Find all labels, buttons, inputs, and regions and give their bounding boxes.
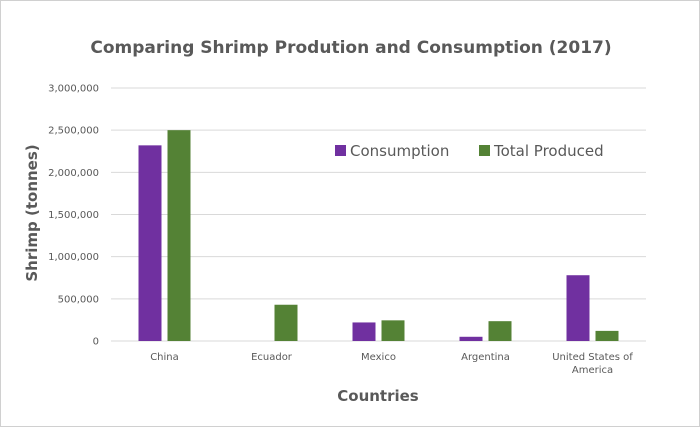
y-tick-label: 3,000,000 bbox=[48, 84, 99, 95]
chart-title: Comparing Shrimp Prodution and Consumpti… bbox=[90, 38, 611, 58]
legend-label: Consumption bbox=[350, 142, 449, 160]
x-tick-label: China bbox=[150, 352, 179, 363]
y-tick-label: 2,000,000 bbox=[48, 168, 99, 179]
gridlines bbox=[111, 87, 646, 342]
y-axis-ticks: 0 500,000 1,000,000 1,500,000 2,000,000 2,500… bbox=[48, 84, 99, 348]
x-tick-label: Mexico bbox=[361, 352, 396, 363]
x-tick-label: America bbox=[572, 365, 613, 376]
x-axis-ticks: China Ecuador Mexico Argentina United States… bbox=[150, 352, 633, 376]
y-tick-label: 1,000,000 bbox=[48, 252, 99, 263]
x-tick-label: Argentina bbox=[461, 352, 510, 363]
bar-total-produced bbox=[274, 304, 298, 341]
x-tick-label: United States of bbox=[552, 352, 633, 363]
y-tick-label: 500,000 bbox=[58, 294, 99, 305]
bars bbox=[138, 130, 619, 341]
y-tick-label: 2,500,000 bbox=[48, 126, 99, 137]
y-tick-label: 0 bbox=[93, 337, 99, 348]
x-tick-label: Ecuador bbox=[251, 352, 293, 363]
bar-total-produced bbox=[381, 320, 405, 341]
legend-swatch-total-produced bbox=[479, 145, 490, 156]
bar-consumption bbox=[566, 275, 590, 341]
bar-total-produced bbox=[167, 130, 191, 341]
legend-swatch-consumption bbox=[335, 145, 346, 156]
y-tick-label: 1,500,000 bbox=[48, 210, 99, 221]
bar-total-produced bbox=[595, 330, 619, 341]
bar-total-produced bbox=[488, 321, 512, 341]
bar-consumption bbox=[352, 322, 376, 341]
bar-consumption bbox=[138, 145, 162, 341]
x-axis-title: Countries bbox=[337, 387, 419, 405]
bar-consumption bbox=[459, 336, 483, 341]
legend: Consumption Total Produced bbox=[335, 142, 604, 160]
legend-label: Total Produced bbox=[493, 142, 604, 160]
y-axis-title: Shrimp (tonnes) bbox=[23, 144, 41, 281]
